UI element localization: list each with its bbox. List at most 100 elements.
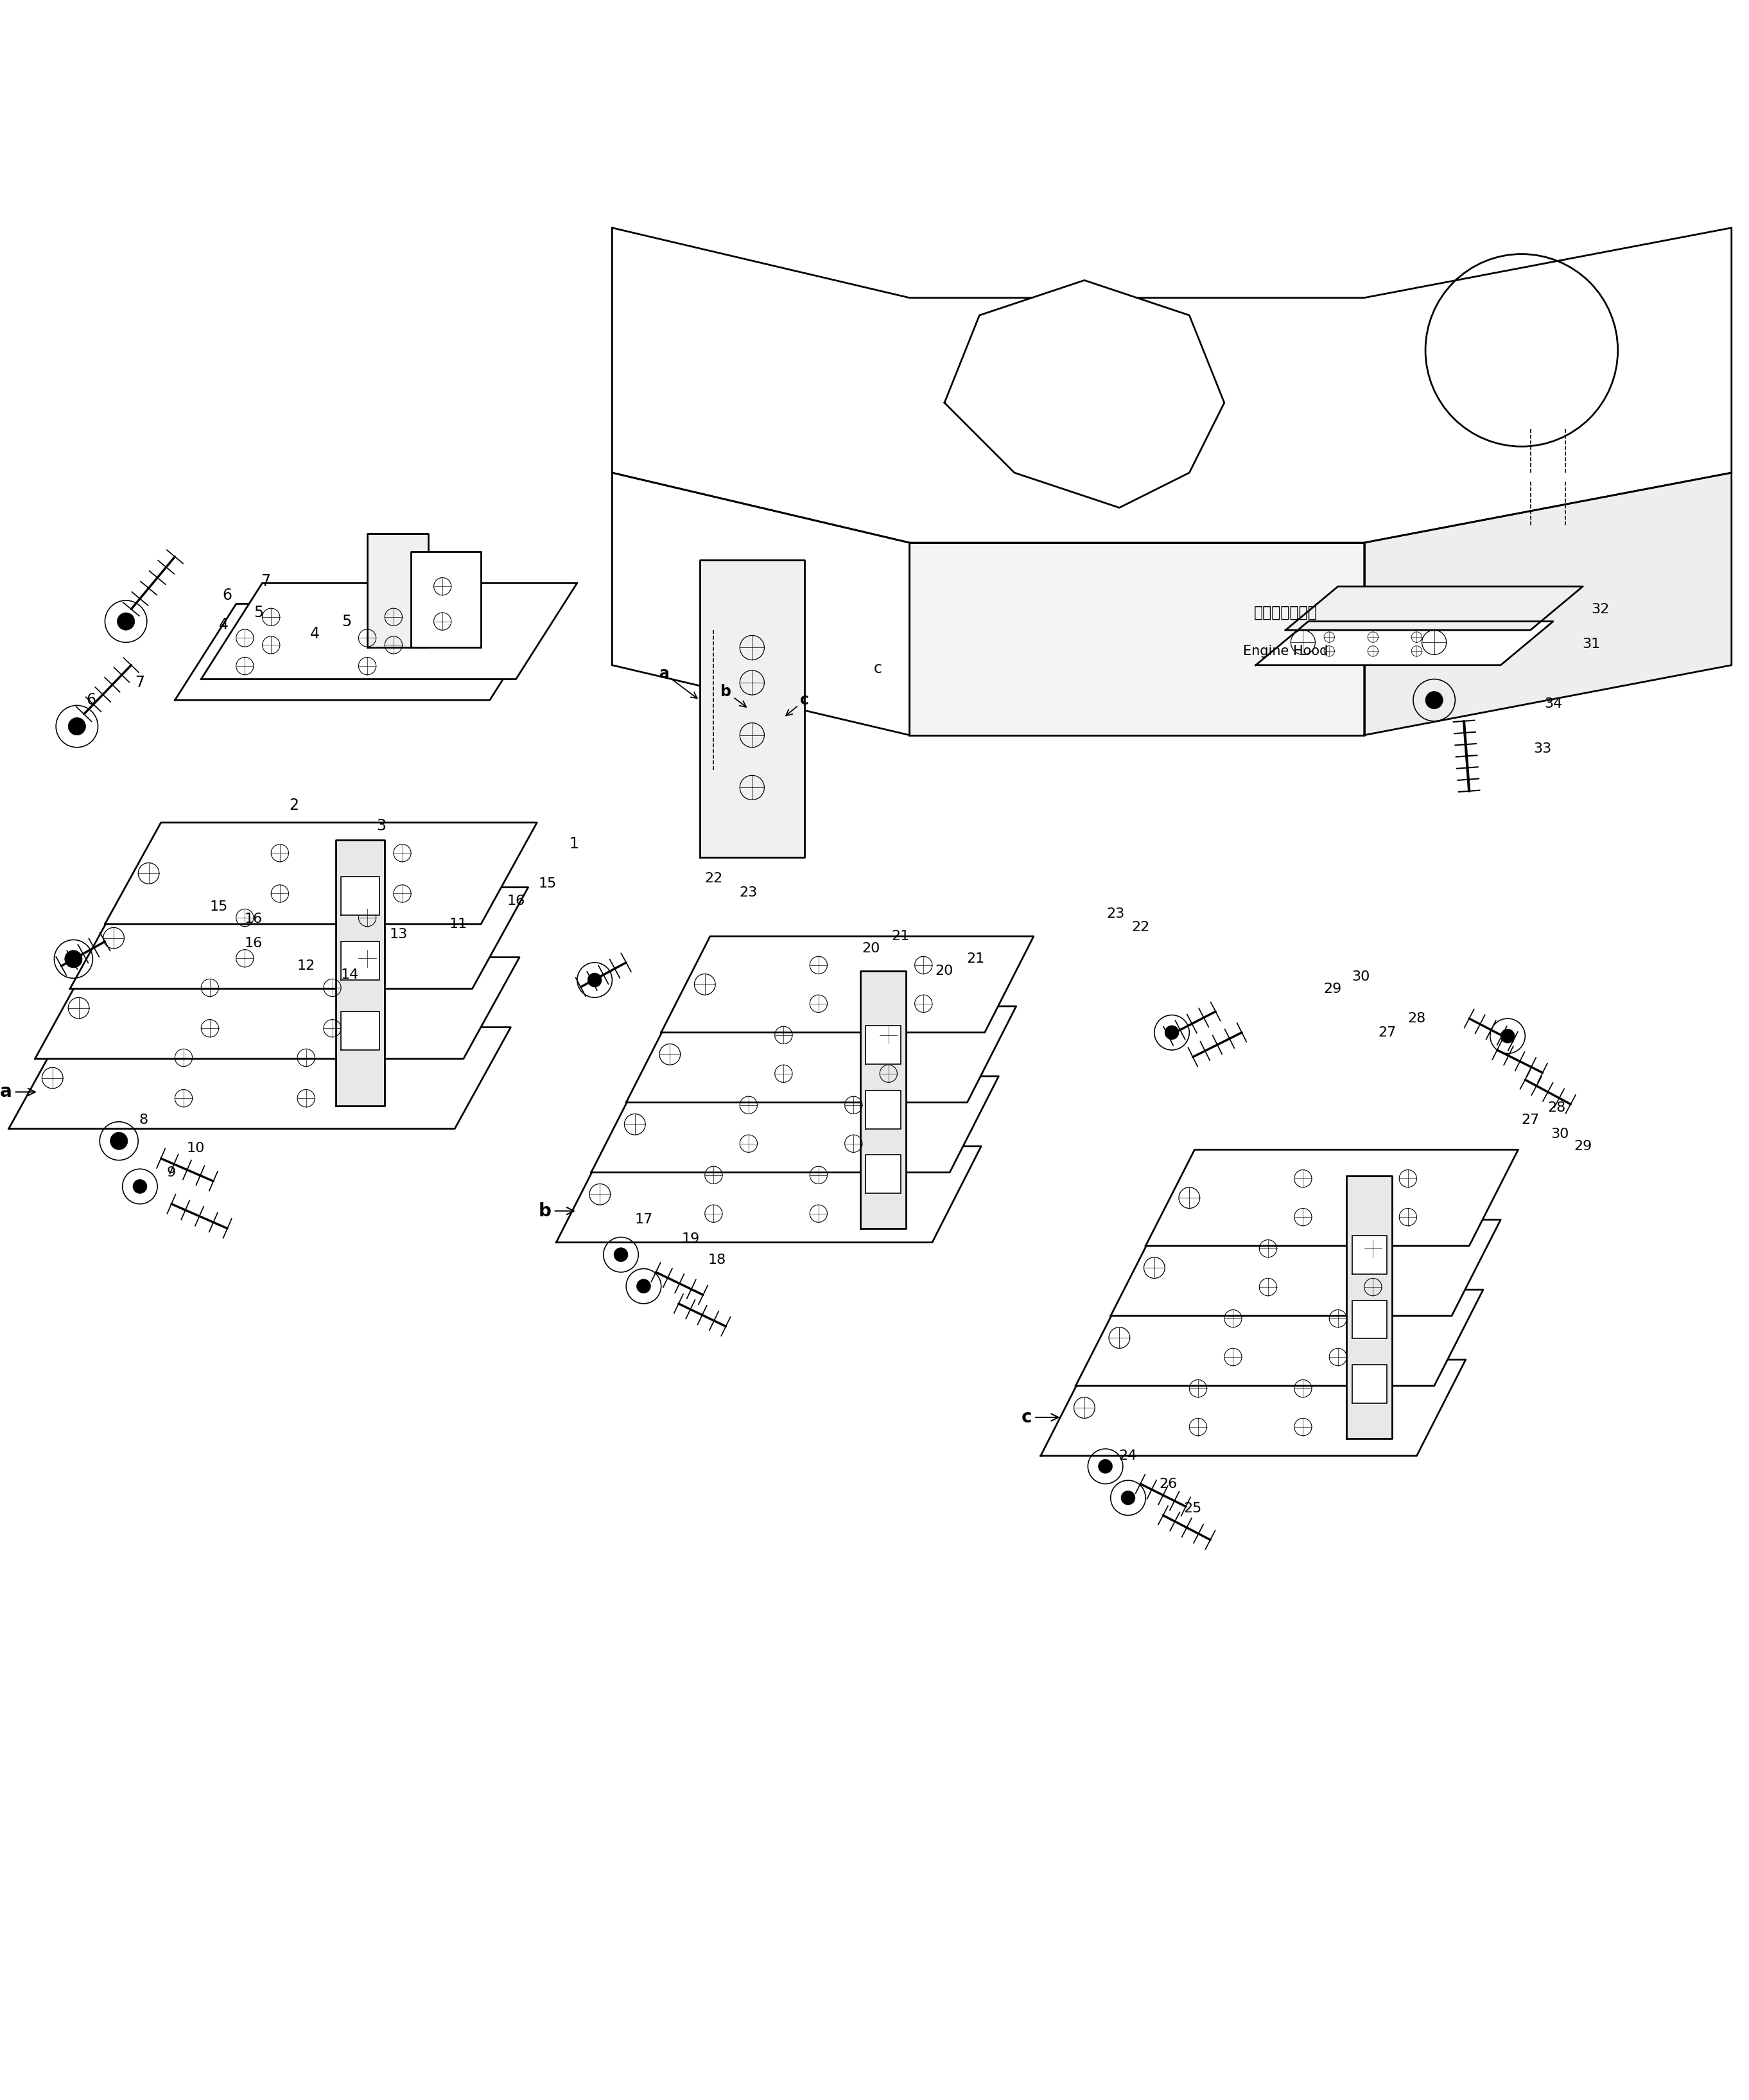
Polygon shape xyxy=(866,1155,901,1193)
Text: c: c xyxy=(875,662,881,676)
Text: 9: 9 xyxy=(166,1166,177,1178)
Polygon shape xyxy=(341,941,380,981)
Text: 33: 33 xyxy=(1534,743,1551,756)
Text: 30: 30 xyxy=(1352,970,1369,983)
Text: 7: 7 xyxy=(135,674,145,691)
Text: 32: 32 xyxy=(1592,603,1609,615)
Circle shape xyxy=(614,1247,628,1262)
Text: 1: 1 xyxy=(568,836,579,851)
Polygon shape xyxy=(35,958,519,1058)
Text: 6: 6 xyxy=(222,588,233,603)
Polygon shape xyxy=(1364,472,1732,735)
Text: Engine Hood: Engine Hood xyxy=(1244,645,1327,657)
Text: c: c xyxy=(1021,1409,1058,1426)
Text: 17: 17 xyxy=(635,1214,652,1226)
Polygon shape xyxy=(626,1006,1016,1102)
Circle shape xyxy=(65,951,82,968)
Text: 15: 15 xyxy=(210,901,227,914)
Text: 22: 22 xyxy=(705,872,722,884)
Text: 4: 4 xyxy=(219,617,229,632)
Polygon shape xyxy=(9,1027,511,1128)
Circle shape xyxy=(588,972,602,987)
Polygon shape xyxy=(341,878,380,916)
Circle shape xyxy=(117,613,135,630)
Text: エンジンフード: エンジンフード xyxy=(1254,605,1317,620)
Polygon shape xyxy=(1076,1289,1483,1386)
Text: 16: 16 xyxy=(245,911,262,926)
Polygon shape xyxy=(861,972,906,1228)
Polygon shape xyxy=(944,279,1224,508)
Text: 26: 26 xyxy=(1160,1478,1177,1491)
Text: 27: 27 xyxy=(1378,1027,1396,1040)
Text: 27: 27 xyxy=(1522,1113,1539,1126)
Text: c: c xyxy=(785,693,810,716)
Text: 15: 15 xyxy=(539,878,556,890)
Circle shape xyxy=(637,1279,651,1294)
Text: 23: 23 xyxy=(1107,907,1125,920)
Polygon shape xyxy=(175,605,551,699)
Polygon shape xyxy=(1286,586,1583,630)
Text: 22: 22 xyxy=(1132,922,1149,935)
Text: 23: 23 xyxy=(740,886,757,899)
Text: 11: 11 xyxy=(449,918,467,930)
Text: 19: 19 xyxy=(682,1233,700,1245)
Text: 5: 5 xyxy=(341,613,352,630)
Text: 21: 21 xyxy=(892,930,909,943)
Polygon shape xyxy=(70,888,528,989)
Text: 29: 29 xyxy=(1574,1140,1592,1153)
Text: b: b xyxy=(721,685,747,708)
Polygon shape xyxy=(1146,1149,1518,1245)
Text: 30: 30 xyxy=(1551,1128,1569,1140)
Text: 7: 7 xyxy=(261,573,271,588)
Text: 24: 24 xyxy=(1119,1449,1137,1462)
Text: 10: 10 xyxy=(187,1142,205,1155)
Circle shape xyxy=(1425,691,1443,710)
Text: 8: 8 xyxy=(138,1113,149,1126)
Polygon shape xyxy=(336,840,385,1107)
Text: 20: 20 xyxy=(862,943,880,956)
Text: 6: 6 xyxy=(86,693,96,708)
Polygon shape xyxy=(612,472,909,735)
Polygon shape xyxy=(866,1090,901,1128)
Text: 28: 28 xyxy=(1548,1100,1565,1115)
Polygon shape xyxy=(612,227,1732,542)
Text: 34: 34 xyxy=(1544,697,1562,710)
Polygon shape xyxy=(661,937,1034,1033)
Text: 16: 16 xyxy=(245,937,262,949)
Polygon shape xyxy=(105,823,537,924)
Text: 5: 5 xyxy=(254,605,264,620)
Circle shape xyxy=(1501,1029,1515,1044)
Text: 13: 13 xyxy=(390,928,408,941)
Text: 14: 14 xyxy=(341,968,359,981)
Polygon shape xyxy=(1111,1220,1501,1317)
Text: 29: 29 xyxy=(1324,983,1341,995)
Circle shape xyxy=(1165,1025,1179,1040)
Polygon shape xyxy=(1347,1176,1392,1439)
Circle shape xyxy=(1121,1491,1135,1506)
Text: 31: 31 xyxy=(1583,638,1600,651)
Text: 4: 4 xyxy=(310,626,320,640)
Polygon shape xyxy=(700,561,805,857)
Text: 21: 21 xyxy=(967,953,985,966)
Text: 20: 20 xyxy=(936,964,953,979)
Text: 2: 2 xyxy=(289,798,299,813)
Circle shape xyxy=(110,1132,128,1149)
Text: a: a xyxy=(659,666,698,699)
Text: 28: 28 xyxy=(1408,1012,1425,1025)
Circle shape xyxy=(68,718,86,735)
Text: b: b xyxy=(539,1201,574,1220)
Polygon shape xyxy=(1041,1359,1466,1455)
Polygon shape xyxy=(1352,1235,1387,1275)
Polygon shape xyxy=(591,1075,999,1172)
Text: 18: 18 xyxy=(708,1254,726,1266)
Polygon shape xyxy=(909,542,1364,735)
Text: 3: 3 xyxy=(376,819,387,834)
Polygon shape xyxy=(1352,1300,1387,1338)
Polygon shape xyxy=(411,552,481,647)
Polygon shape xyxy=(866,1025,901,1065)
Text: a: a xyxy=(0,1084,35,1100)
Circle shape xyxy=(1098,1459,1112,1474)
Polygon shape xyxy=(367,533,429,647)
Text: 12: 12 xyxy=(297,960,315,972)
Polygon shape xyxy=(201,584,577,678)
